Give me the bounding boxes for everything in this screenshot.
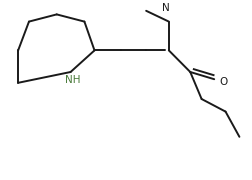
Text: N: N: [163, 3, 170, 13]
Text: O: O: [219, 77, 228, 87]
Text: NH: NH: [65, 75, 81, 85]
